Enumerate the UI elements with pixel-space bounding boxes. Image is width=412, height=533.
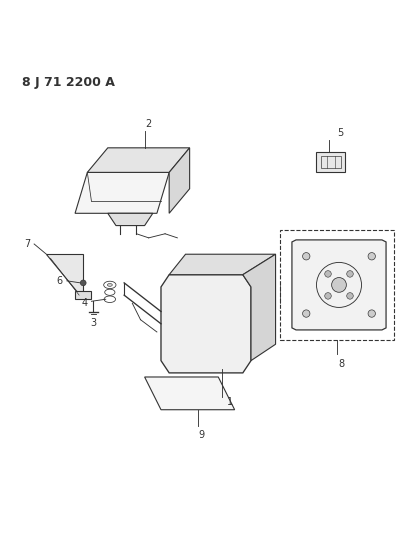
Polygon shape [161, 274, 251, 373]
Text: 6: 6 [56, 276, 63, 286]
Polygon shape [75, 172, 169, 213]
Text: 3: 3 [90, 318, 96, 328]
Polygon shape [292, 240, 386, 330]
Bar [280, 230, 394, 340]
Polygon shape [87, 148, 190, 172]
Text: 4: 4 [81, 298, 87, 308]
Polygon shape [145, 377, 235, 410]
Text: 1: 1 [227, 398, 233, 407]
Text: 5: 5 [337, 127, 343, 138]
Polygon shape [316, 152, 345, 172]
Polygon shape [75, 291, 91, 299]
Ellipse shape [108, 284, 112, 286]
Circle shape [80, 280, 86, 286]
Polygon shape [169, 148, 190, 213]
Text: 8: 8 [338, 359, 344, 369]
Circle shape [332, 278, 346, 292]
Circle shape [368, 253, 375, 260]
Circle shape [347, 271, 353, 277]
Text: 2: 2 [145, 119, 152, 130]
Circle shape [347, 293, 353, 299]
Circle shape [368, 310, 375, 317]
Circle shape [302, 253, 310, 260]
Text: 7: 7 [24, 239, 30, 249]
Polygon shape [47, 254, 83, 299]
Circle shape [325, 271, 331, 277]
Polygon shape [243, 254, 276, 361]
Text: 9: 9 [199, 430, 205, 440]
Text: 8 J 71 2200 A: 8 J 71 2200 A [22, 76, 115, 89]
Circle shape [325, 293, 331, 299]
Polygon shape [108, 213, 153, 225]
Circle shape [302, 310, 310, 317]
Polygon shape [169, 254, 276, 274]
